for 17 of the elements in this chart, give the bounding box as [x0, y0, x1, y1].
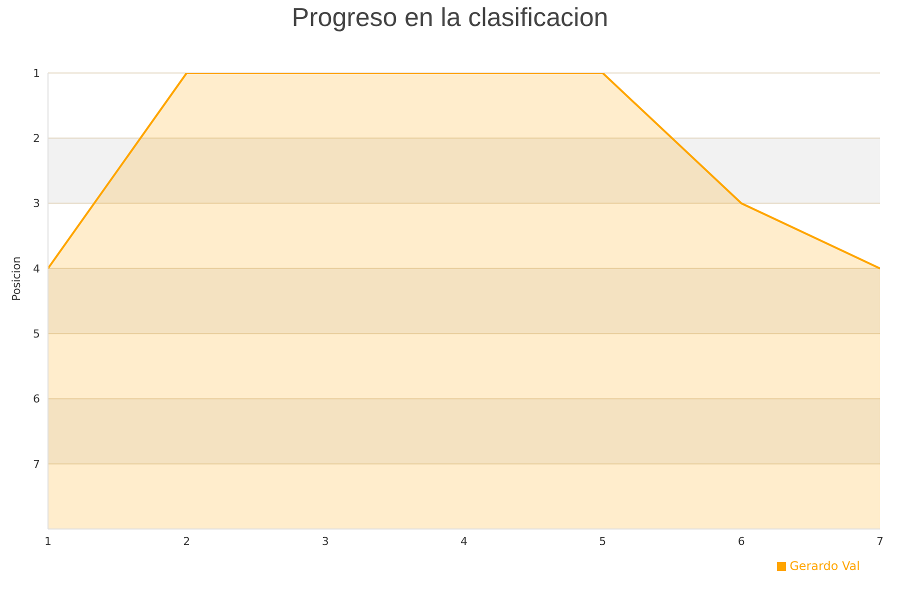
y-tick-label: 3 — [33, 197, 40, 210]
y-tick-label: 6 — [33, 392, 40, 406]
legend-label: Gerardo Val — [790, 559, 860, 573]
y-tick-label: 1 — [33, 66, 40, 80]
x-tick-label: 2 — [183, 534, 190, 548]
y-tick-label: 5 — [33, 327, 40, 340]
y-axis-title: Posicion — [10, 256, 23, 301]
x-tick-label: 5 — [599, 534, 606, 548]
x-tick-label: 4 — [460, 534, 468, 548]
x-tick-label: 7 — [876, 534, 884, 548]
y-tick-label: 7 — [33, 458, 40, 471]
x-tick-label: 3 — [322, 534, 329, 548]
y-tick-label: 2 — [33, 132, 40, 146]
x-tick-label: 6 — [738, 534, 745, 548]
chart-title: Progreso en la clasificacion — [290, 2, 610, 33]
y-tick-label: 4 — [33, 262, 40, 276]
x-tick-label: 1 — [44, 534, 52, 548]
